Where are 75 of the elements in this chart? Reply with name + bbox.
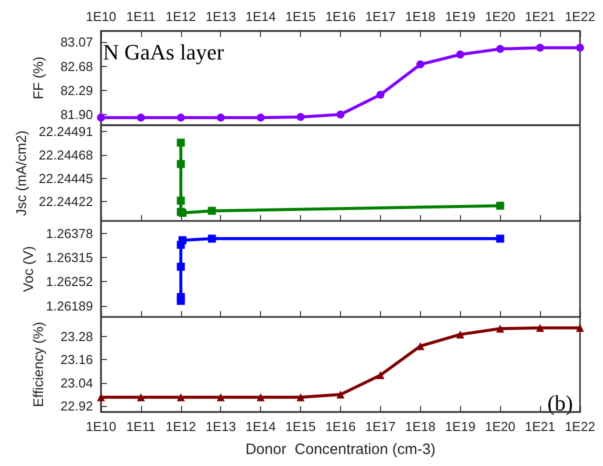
point — [296, 393, 305, 402]
point — [536, 324, 544, 332]
y-tick-label: 23.04 — [60, 375, 93, 390]
y-tick-label: 1.26378 — [46, 226, 93, 241]
point — [536, 44, 544, 52]
point — [416, 60, 424, 68]
point — [256, 114, 265, 122]
y-tick-label: 82.68 — [60, 58, 93, 74]
x-tick-label: 1E10 — [86, 9, 116, 24]
y-tick-label: 83.07 — [60, 34, 93, 50]
y-tick-label: 1.26189 — [46, 298, 93, 314]
x-tick-label: 1E20 — [484, 419, 516, 434]
annotation: (b) — [547, 390, 574, 416]
point — [456, 330, 464, 338]
point — [336, 110, 344, 118]
y-tick-label: 22.92 — [60, 398, 93, 414]
x-axis-title: Donor Concentration (cm-3) — [245, 441, 436, 458]
point — [416, 342, 424, 350]
y-tick-label: 22.24422 — [38, 194, 93, 210]
y-tick-label: 23.16 — [60, 352, 93, 368]
x-tick-label: 1E11 — [126, 9, 156, 24]
y-axis-title: Jsc (mA/cm2) — [12, 130, 29, 216]
x-tick-label: 1E11 — [126, 419, 156, 434]
x-tick-label: 1E21 — [524, 419, 556, 434]
x-tick-label: 1E17 — [365, 9, 396, 24]
x-tick-label: 1E12 — [166, 9, 196, 24]
x-tick-label: 1E10 — [86, 419, 116, 434]
y-tick-label: 1.26252 — [46, 274, 93, 290]
point — [136, 393, 145, 402]
point — [176, 393, 185, 402]
y-axis-title: FF (%) — [30, 56, 46, 100]
x-tick-label: 1E22 — [564, 419, 596, 434]
x-tick-label: 1E15 — [285, 9, 316, 24]
x-tick-label: 1E14 — [245, 9, 276, 24]
x-tick-label: 1E16 — [325, 9, 356, 24]
point — [496, 324, 504, 333]
x-tick-label: 1E20 — [484, 9, 516, 24]
x-tick-label: 1E12 — [166, 419, 196, 434]
x-tick-label: 1E17 — [365, 419, 396, 434]
annotation: N GaAs layer — [103, 40, 225, 64]
point — [97, 114, 105, 122]
point — [456, 50, 464, 58]
point — [216, 393, 225, 402]
point — [576, 44, 584, 52]
x-tick-label: 1E14 — [245, 419, 276, 434]
y-tick-label: 82.29 — [60, 82, 93, 98]
x-tick-label: 1E16 — [325, 419, 356, 434]
x-tick-label: 1E13 — [206, 9, 236, 24]
point — [136, 114, 145, 122]
y-tick-label: 1.26315 — [46, 250, 93, 265]
point — [256, 393, 265, 402]
x-tick-label: 1E15 — [285, 419, 316, 434]
point — [296, 112, 305, 121]
x-tick-label: 1E22 — [564, 9, 596, 24]
point — [496, 44, 504, 53]
point — [97, 393, 105, 402]
x-tick-label: 1E13 — [206, 419, 236, 434]
y-tick-label: 22.24491 — [38, 124, 93, 139]
point — [376, 90, 384, 99]
x-tick-label: 1E19 — [445, 419, 476, 434]
point — [336, 390, 344, 399]
y-tick-label: 81.90 — [60, 106, 93, 122]
x-tick-label: 1E18 — [405, 9, 436, 24]
x-tick-label: 1E18 — [405, 419, 436, 434]
y-tick-label: 23.28 — [60, 328, 93, 344]
point — [176, 114, 185, 122]
y-axis-title: Efficiency (%) — [30, 322, 46, 408]
y-tick-label: 22.24445 — [38, 170, 93, 186]
point — [576, 324, 584, 332]
x-tick-label: 1E19 — [445, 9, 476, 24]
y-tick-label: 22.24468 — [38, 147, 93, 162]
x-tick-label: 1E21 — [524, 9, 556, 24]
point — [216, 114, 225, 122]
point — [376, 371, 384, 380]
y-axis-title: Voc (V) — [20, 246, 36, 292]
